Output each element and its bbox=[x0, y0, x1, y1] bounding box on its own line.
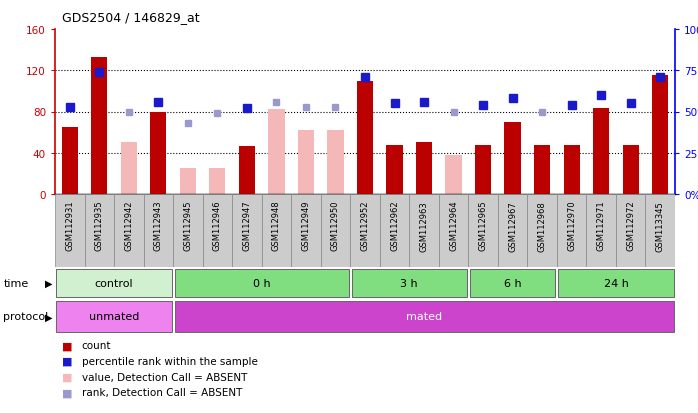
Bar bbox=[646, 195, 675, 267]
Text: 6 h: 6 h bbox=[504, 278, 521, 288]
Bar bbox=[528, 195, 557, 267]
Bar bbox=[557, 195, 586, 267]
Bar bbox=[327, 131, 343, 195]
Bar bbox=[180, 169, 196, 195]
Bar bbox=[593, 109, 609, 195]
Text: GSM112943: GSM112943 bbox=[154, 200, 163, 251]
Bar bbox=[55, 195, 84, 267]
Text: GSM112945: GSM112945 bbox=[184, 200, 193, 251]
Bar bbox=[350, 195, 380, 267]
Bar bbox=[174, 301, 674, 332]
Text: mated: mated bbox=[406, 312, 442, 322]
Text: GSM113345: GSM113345 bbox=[655, 200, 664, 251]
Bar bbox=[61, 128, 78, 195]
Bar bbox=[262, 195, 291, 267]
Text: control: control bbox=[95, 278, 133, 288]
Text: rank, Detection Call = ABSENT: rank, Detection Call = ABSENT bbox=[82, 387, 242, 397]
Bar bbox=[174, 269, 349, 298]
Bar bbox=[475, 145, 491, 195]
Text: 3 h: 3 h bbox=[401, 278, 418, 288]
Bar bbox=[563, 145, 580, 195]
Text: GSM112965: GSM112965 bbox=[479, 200, 488, 251]
Text: GSM112946: GSM112946 bbox=[213, 200, 222, 251]
Bar bbox=[298, 131, 314, 195]
Text: GDS2504 / 146829_at: GDS2504 / 146829_at bbox=[62, 11, 200, 24]
Bar bbox=[445, 155, 461, 195]
Bar bbox=[357, 81, 373, 195]
Bar bbox=[387, 145, 403, 195]
Text: GSM112949: GSM112949 bbox=[302, 200, 311, 251]
Text: GSM112967: GSM112967 bbox=[508, 200, 517, 251]
Bar bbox=[150, 112, 166, 195]
Text: protocol: protocol bbox=[3, 312, 49, 322]
Text: GSM112970: GSM112970 bbox=[567, 200, 576, 251]
Text: ■: ■ bbox=[62, 387, 73, 397]
Bar bbox=[534, 145, 550, 195]
Text: ■: ■ bbox=[62, 356, 73, 366]
Bar bbox=[268, 110, 285, 195]
Bar bbox=[291, 195, 320, 267]
Text: GSM112962: GSM112962 bbox=[390, 200, 399, 251]
Text: GSM112963: GSM112963 bbox=[419, 200, 429, 251]
Text: unmated: unmated bbox=[89, 312, 139, 322]
Bar bbox=[209, 169, 225, 195]
Bar bbox=[468, 195, 498, 267]
Text: value, Detection Call = ABSENT: value, Detection Call = ABSENT bbox=[82, 372, 247, 382]
Bar bbox=[498, 195, 528, 267]
Bar bbox=[144, 195, 173, 267]
Text: time: time bbox=[3, 278, 29, 288]
Bar bbox=[114, 195, 144, 267]
Text: GSM112952: GSM112952 bbox=[360, 200, 369, 251]
Text: ■: ■ bbox=[62, 372, 73, 382]
Text: count: count bbox=[82, 340, 111, 350]
Text: GSM112971: GSM112971 bbox=[597, 200, 606, 251]
Bar bbox=[505, 123, 521, 195]
Bar bbox=[173, 195, 202, 267]
Text: GSM112931: GSM112931 bbox=[65, 200, 74, 251]
Bar bbox=[616, 195, 646, 267]
Bar bbox=[121, 143, 137, 195]
Bar bbox=[352, 269, 467, 298]
Bar bbox=[652, 76, 669, 195]
Bar bbox=[586, 195, 616, 267]
Text: GSM112964: GSM112964 bbox=[449, 200, 458, 251]
Bar bbox=[623, 145, 639, 195]
Bar bbox=[57, 301, 172, 332]
Bar bbox=[534, 155, 550, 195]
Bar bbox=[57, 269, 172, 298]
Bar bbox=[320, 195, 350, 267]
Text: GSM112948: GSM112948 bbox=[272, 200, 281, 251]
Text: GSM112947: GSM112947 bbox=[242, 200, 251, 251]
Bar bbox=[409, 195, 439, 267]
Text: GSM112935: GSM112935 bbox=[95, 200, 104, 251]
Bar bbox=[84, 195, 114, 267]
Text: ▶: ▶ bbox=[45, 278, 52, 288]
Bar bbox=[470, 269, 556, 298]
Bar bbox=[202, 195, 232, 267]
Text: ■: ■ bbox=[62, 340, 73, 350]
Bar bbox=[439, 195, 468, 267]
Bar bbox=[558, 269, 674, 298]
Bar bbox=[380, 195, 409, 267]
Text: GSM112968: GSM112968 bbox=[537, 200, 547, 251]
Bar bbox=[239, 146, 255, 195]
Bar bbox=[91, 58, 107, 195]
Text: GSM112972: GSM112972 bbox=[626, 200, 635, 251]
Text: GSM112942: GSM112942 bbox=[124, 200, 133, 251]
Text: ▶: ▶ bbox=[45, 312, 52, 322]
Bar bbox=[416, 143, 432, 195]
Text: GSM112950: GSM112950 bbox=[331, 200, 340, 251]
Text: 0 h: 0 h bbox=[253, 278, 271, 288]
Text: percentile rank within the sample: percentile rank within the sample bbox=[82, 356, 258, 366]
Bar bbox=[232, 195, 262, 267]
Text: 24 h: 24 h bbox=[604, 278, 628, 288]
